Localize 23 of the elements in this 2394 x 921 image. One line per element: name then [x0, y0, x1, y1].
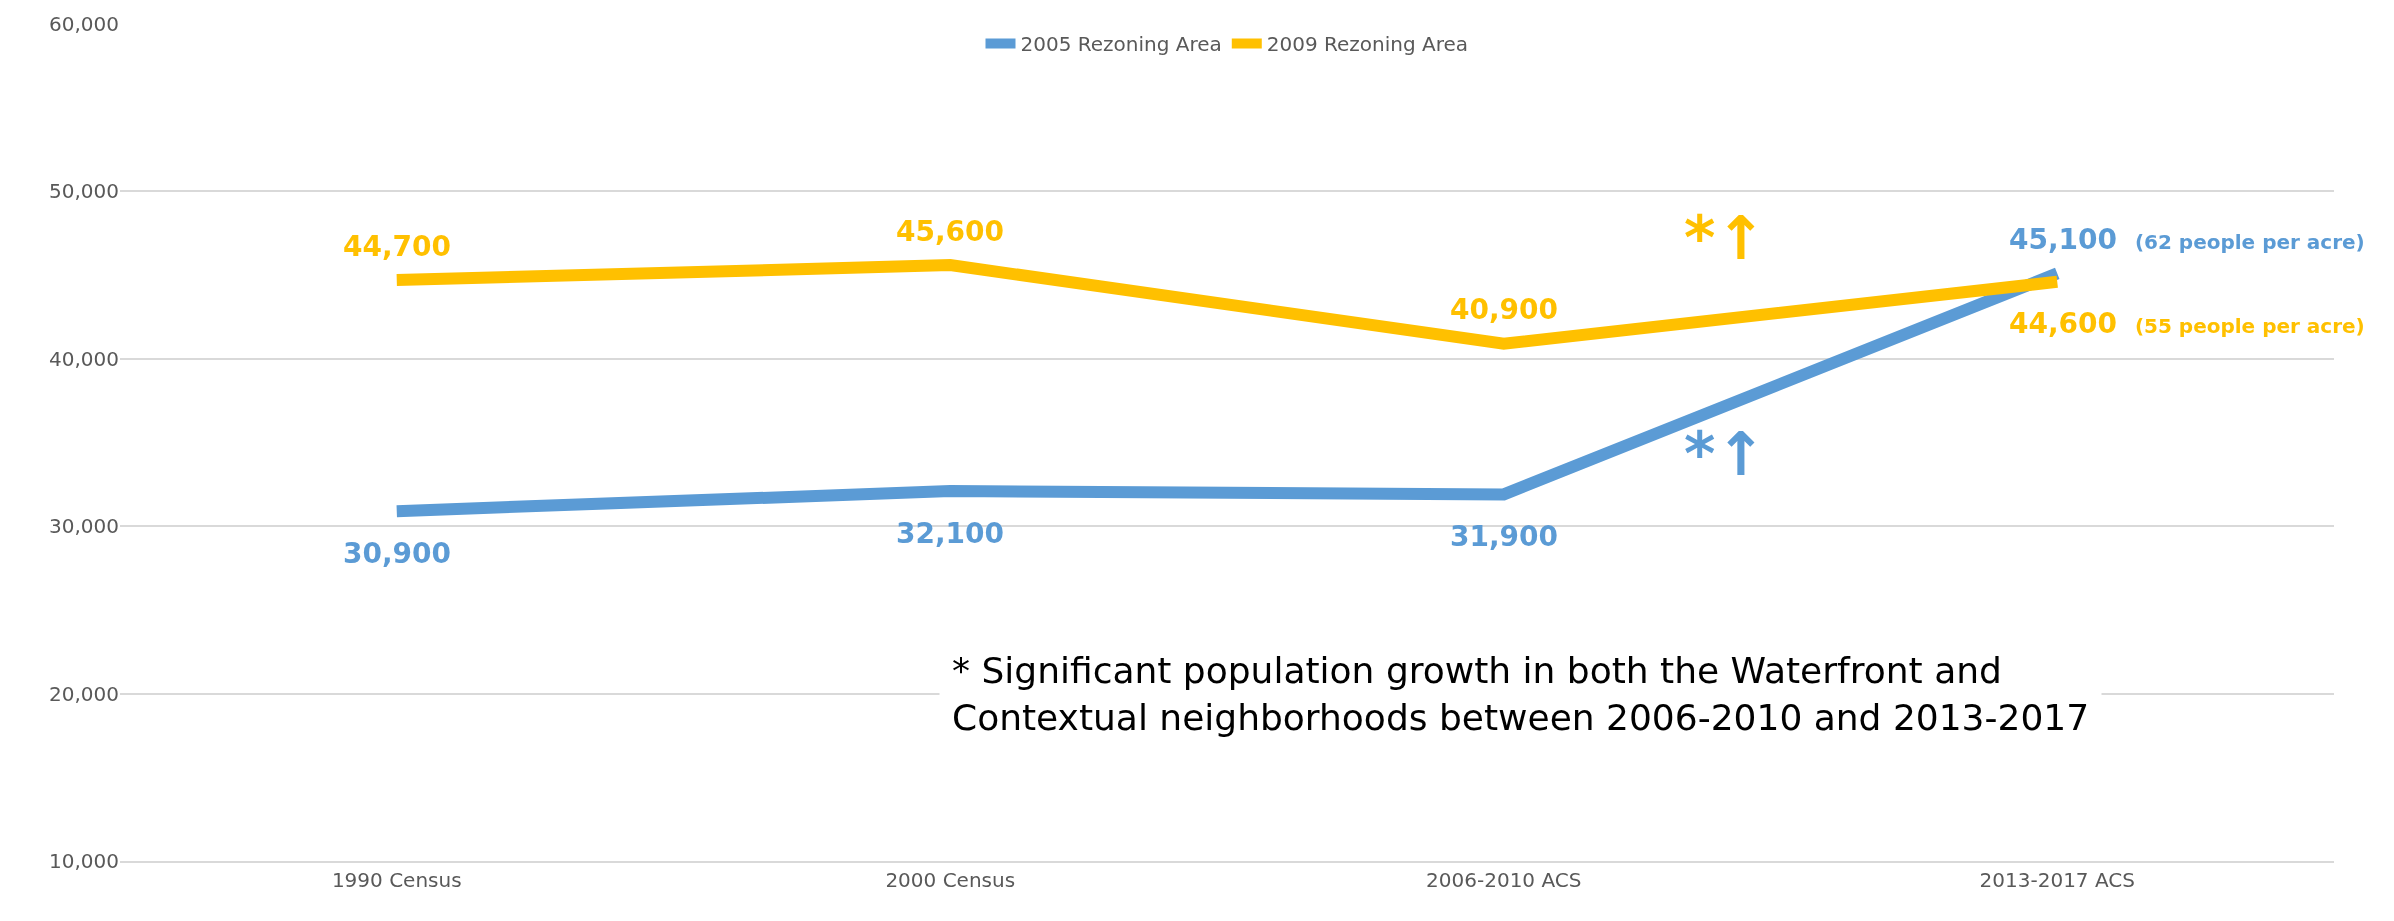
y-tick-label: 50,000: [49, 179, 119, 204]
annotation: *↑: [1684, 419, 1766, 489]
data-label: 30,900: [343, 537, 452, 570]
data-label: 44,700: [343, 230, 452, 263]
y-tick-label: 30,000: [49, 514, 119, 539]
data-label: 44,600 (55 people per acre): [2009, 307, 2365, 340]
annotation: * Significant population growth in both the Waterfront and Contextual neighborhoods between 2006-2010 and 2013-2017: [952, 650, 2090, 738]
data-label: 31,900: [1450, 520, 1559, 553]
data-label: 40,900: [1450, 293, 1559, 326]
y-tick-label: 60,000: [49, 12, 119, 36]
x-tick-label: 2006-2010 ACS: [1426, 867, 1582, 892]
annotation: *↑: [1684, 203, 1766, 273]
y-tick-label: 40,000: [49, 346, 119, 371]
x-tick-label: 2013-2017 ACS: [1979, 867, 2135, 892]
legend-label: 2005 Rezoning Area: [1020, 32, 1222, 57]
legend-label: 2009 Rezoning Area: [1266, 32, 1469, 57]
data-label: 45,600: [896, 215, 1005, 248]
x-tick-label: 1990 Census: [331, 867, 462, 892]
data-label: 45,100 (62 people per acre): [2009, 223, 2365, 256]
y-tick-label: 10,000: [49, 849, 119, 873]
data-label: 32,100: [896, 517, 1005, 550]
x-tick-label: 2000 Census: [885, 867, 1016, 892]
y-tick-label: 20,000: [49, 681, 119, 706]
